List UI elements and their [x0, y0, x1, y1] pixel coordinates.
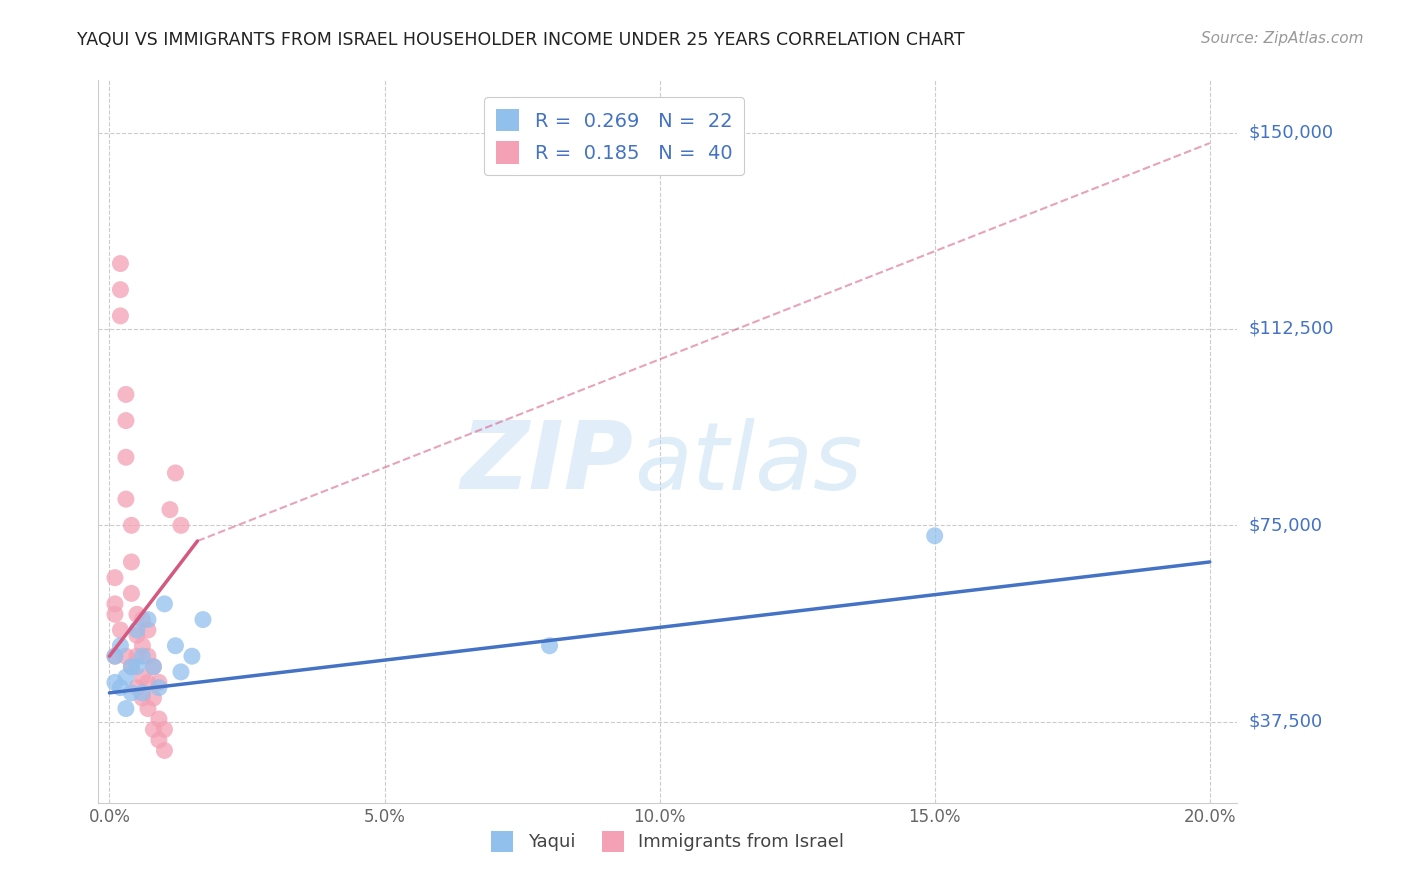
Point	[110, 256, 132, 270]
Point	[110, 309, 132, 323]
Point	[104, 597, 127, 611]
Point	[153, 743, 176, 757]
Point	[181, 649, 204, 664]
Point	[125, 681, 148, 695]
Point	[104, 649, 127, 664]
Point	[136, 649, 159, 664]
Point	[104, 675, 127, 690]
Point	[191, 613, 214, 627]
Text: atlas: atlas	[634, 417, 862, 508]
Point	[110, 639, 132, 653]
Point	[120, 659, 142, 673]
Text: $150,000: $150,000	[1249, 124, 1333, 142]
Point	[142, 659, 165, 673]
Point	[170, 518, 193, 533]
Point	[170, 665, 193, 679]
Point	[142, 659, 165, 673]
Point	[115, 492, 138, 507]
Point	[136, 613, 159, 627]
Point	[115, 414, 138, 428]
Point	[142, 723, 165, 737]
Point	[924, 529, 946, 543]
Point	[136, 675, 159, 690]
Text: Source: ZipAtlas.com: Source: ZipAtlas.com	[1201, 31, 1364, 46]
Point	[131, 613, 153, 627]
Point	[131, 686, 153, 700]
Text: $112,500: $112,500	[1249, 320, 1334, 338]
Point	[136, 623, 159, 637]
Point	[104, 649, 127, 664]
Point	[136, 701, 159, 715]
Point	[115, 450, 138, 465]
Point	[125, 623, 148, 637]
Text: YAQUI VS IMMIGRANTS FROM ISRAEL HOUSEHOLDER INCOME UNDER 25 YEARS CORRELATION CH: YAQUI VS IMMIGRANTS FROM ISRAEL HOUSEHOL…	[77, 31, 965, 49]
Text: ZIP: ZIP	[461, 417, 634, 509]
Point	[115, 670, 138, 684]
Point	[125, 628, 148, 642]
Point	[131, 649, 153, 664]
Point	[125, 659, 148, 673]
Point	[153, 723, 176, 737]
Text: $75,000: $75,000	[1249, 516, 1323, 534]
Point	[148, 675, 170, 690]
Point	[148, 733, 170, 747]
Point	[538, 639, 561, 653]
Point	[115, 701, 138, 715]
Point	[110, 681, 132, 695]
Point	[110, 623, 132, 637]
Point	[131, 639, 153, 653]
Point	[120, 586, 142, 600]
Point	[125, 607, 148, 622]
Legend: Yaqui, Immigrants from Israel: Yaqui, Immigrants from Israel	[484, 823, 852, 859]
Point	[115, 387, 138, 401]
Point	[115, 649, 138, 664]
Point	[104, 607, 127, 622]
Point	[142, 691, 165, 706]
Point	[159, 502, 181, 516]
Point	[153, 597, 176, 611]
Point	[110, 283, 132, 297]
Point	[104, 571, 127, 585]
Text: $37,500: $37,500	[1249, 713, 1323, 731]
Point	[148, 681, 170, 695]
Point	[120, 518, 142, 533]
Point	[120, 686, 142, 700]
Point	[131, 691, 153, 706]
Point	[131, 670, 153, 684]
Point	[120, 659, 142, 673]
Point	[165, 639, 187, 653]
Point	[120, 555, 142, 569]
Point	[125, 649, 148, 664]
Point	[148, 712, 170, 726]
Point	[165, 466, 187, 480]
